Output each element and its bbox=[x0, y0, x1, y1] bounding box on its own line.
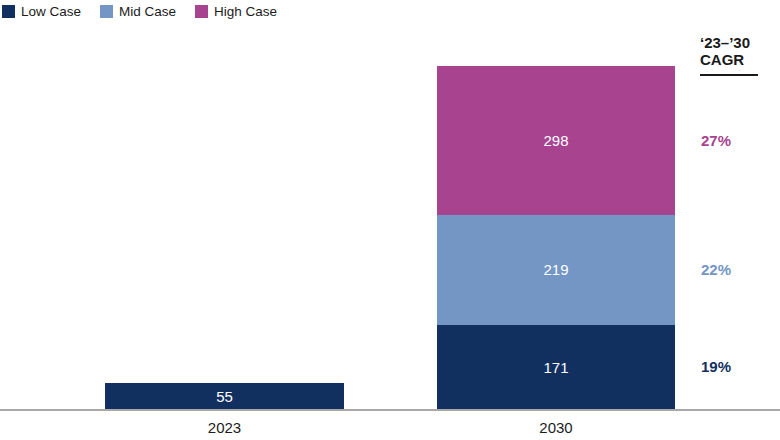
cagr-value-low-case: 19% bbox=[701, 358, 731, 376]
bar-value-label: 219 bbox=[543, 261, 568, 278]
x-axis-line bbox=[0, 409, 780, 411]
bar-segment-low-case: 171 bbox=[437, 325, 675, 411]
chart-canvas: Low CaseMid CaseHigh Case ‘23–’30 CAGR 5… bbox=[0, 0, 780, 440]
bar-2023: 55 bbox=[105, 383, 344, 411]
cagr-value-high-case: 27% bbox=[701, 132, 731, 150]
plot-area: 55 2023 171 219 298 2030 19% 22% 27% bbox=[0, 0, 780, 440]
x-axis-tick-label: 2023 bbox=[105, 419, 344, 436]
bar-value-label: 298 bbox=[543, 132, 568, 149]
bar-segment-low-case: 55 bbox=[105, 383, 344, 411]
bar-value-label: 55 bbox=[216, 388, 233, 405]
bar-segment-mid-case: 219 bbox=[437, 215, 675, 325]
x-axis-tick-label: 2030 bbox=[437, 419, 675, 436]
cagr-value-mid-case: 22% bbox=[701, 261, 731, 279]
bar-segment-high-case: 298 bbox=[437, 66, 675, 215]
bar-value-label: 171 bbox=[543, 359, 568, 376]
bar-2030: 171 219 298 bbox=[437, 66, 675, 410]
